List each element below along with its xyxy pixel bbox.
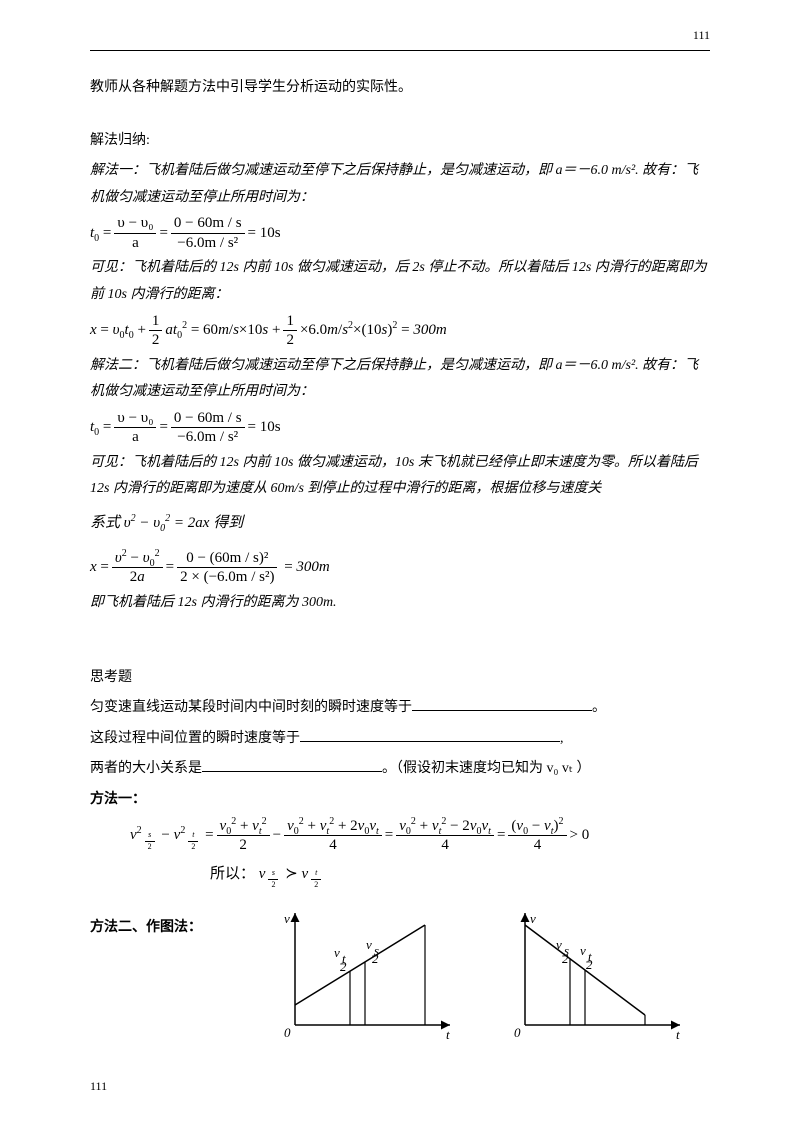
solution2-p4: 即飞机着陆后 12s 内滑行的距离为 300m. bbox=[90, 590, 710, 617]
graph-container: v t 0 v t 2 v s 2 bbox=[250, 905, 710, 1045]
eq-t0: t0 = υ − υ₀ a = 0 − 60m / s −6.0m / s² =… bbox=[90, 215, 710, 251]
svg-text:2: 2 bbox=[562, 951, 569, 966]
svg-text:v: v bbox=[366, 937, 372, 952]
svg-text:v: v bbox=[284, 911, 290, 926]
svg-text:t: t bbox=[676, 1027, 680, 1042]
eq-x2: x = υ2 − υ02 2a = 0 − (60m / s)² 2 × (−6… bbox=[90, 550, 710, 586]
svg-text:v: v bbox=[556, 937, 562, 952]
method1-conclusion: 所以： vs2 ≻ vt2 bbox=[170, 858, 710, 891]
solution1-p1: 解法一：飞机着陆后做匀减速运动至停下之后保持静止，是匀减速运动，即 a＝－6.0… bbox=[90, 158, 710, 211]
solution2-p1: 解法二：飞机着陆后做匀减速运动至停下之后保持静止，是匀减速运动，即 a＝－6.0… bbox=[90, 353, 710, 406]
eq-x1: x = υ0t0 + 12 at02 = 60m/s×10s + 12 ×6.0… bbox=[90, 313, 710, 349]
think-q3: 两者的大小关系是。（假设初末速度均已知为 v₀ vₜ ） bbox=[90, 756, 710, 783]
svg-text:0: 0 bbox=[284, 1025, 291, 1040]
solution1-p2: 可见：飞机着陆后的 12s 内前 10s 做匀减速运动，后 2s 停止不动。所以… bbox=[90, 255, 710, 308]
page-number-top: 111 bbox=[693, 28, 710, 43]
graph-increasing: v t 0 v t 2 v s 2 bbox=[270, 905, 460, 1045]
think-q1: 匀变速直线运动某段时间内中间时刻的瞬时速度等于。 bbox=[90, 695, 710, 722]
svg-text:v: v bbox=[530, 911, 536, 926]
think-q2: 这段过程中间位置的瞬时速度等于, bbox=[90, 726, 710, 753]
svg-text:2: 2 bbox=[372, 951, 379, 966]
header-rule bbox=[90, 50, 710, 51]
method1-title: 方法一： bbox=[90, 787, 710, 814]
svg-text:t: t bbox=[446, 1027, 450, 1042]
method1-eq: v2s2 − v2t2 = v02 + vt2 2 − v02 + vt2 + … bbox=[90, 818, 710, 854]
svg-text:v: v bbox=[334, 945, 340, 960]
svg-text:0: 0 bbox=[514, 1025, 521, 1040]
eq-v2v0: 系式 υ2 − υ02 = 2ax 得到 bbox=[90, 507, 710, 540]
intro-text: 教师从各种解题方法中引导学生分析运动的实际性。 bbox=[90, 75, 710, 102]
solution2-p2: 可见：飞机着陆后的 12s 内前 10s 做匀减速运动，10s 末飞机就已经停止… bbox=[90, 450, 710, 503]
eq-t0-2: t0 = υ − υ₀ a = 0 − 60m / s −6.0m / s² =… bbox=[90, 410, 710, 446]
svg-text:2: 2 bbox=[340, 959, 347, 974]
think-title: 思考题 bbox=[90, 665, 710, 692]
graph-decreasing: v t 0 v s 2 v t 2 bbox=[500, 905, 690, 1045]
svg-text:v: v bbox=[580, 943, 586, 958]
svg-text:2: 2 bbox=[586, 957, 593, 972]
page-number-bottom: 111 bbox=[90, 1079, 107, 1094]
method2-title: 方法二、作图法： bbox=[90, 915, 202, 942]
section-title: 解法归纳: bbox=[90, 128, 710, 155]
